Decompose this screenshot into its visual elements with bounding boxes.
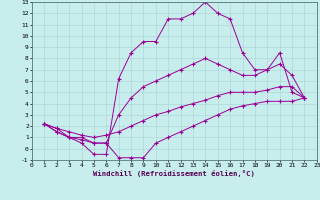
X-axis label: Windchill (Refroidissement éolien,°C): Windchill (Refroidissement éolien,°C) bbox=[93, 170, 255, 177]
